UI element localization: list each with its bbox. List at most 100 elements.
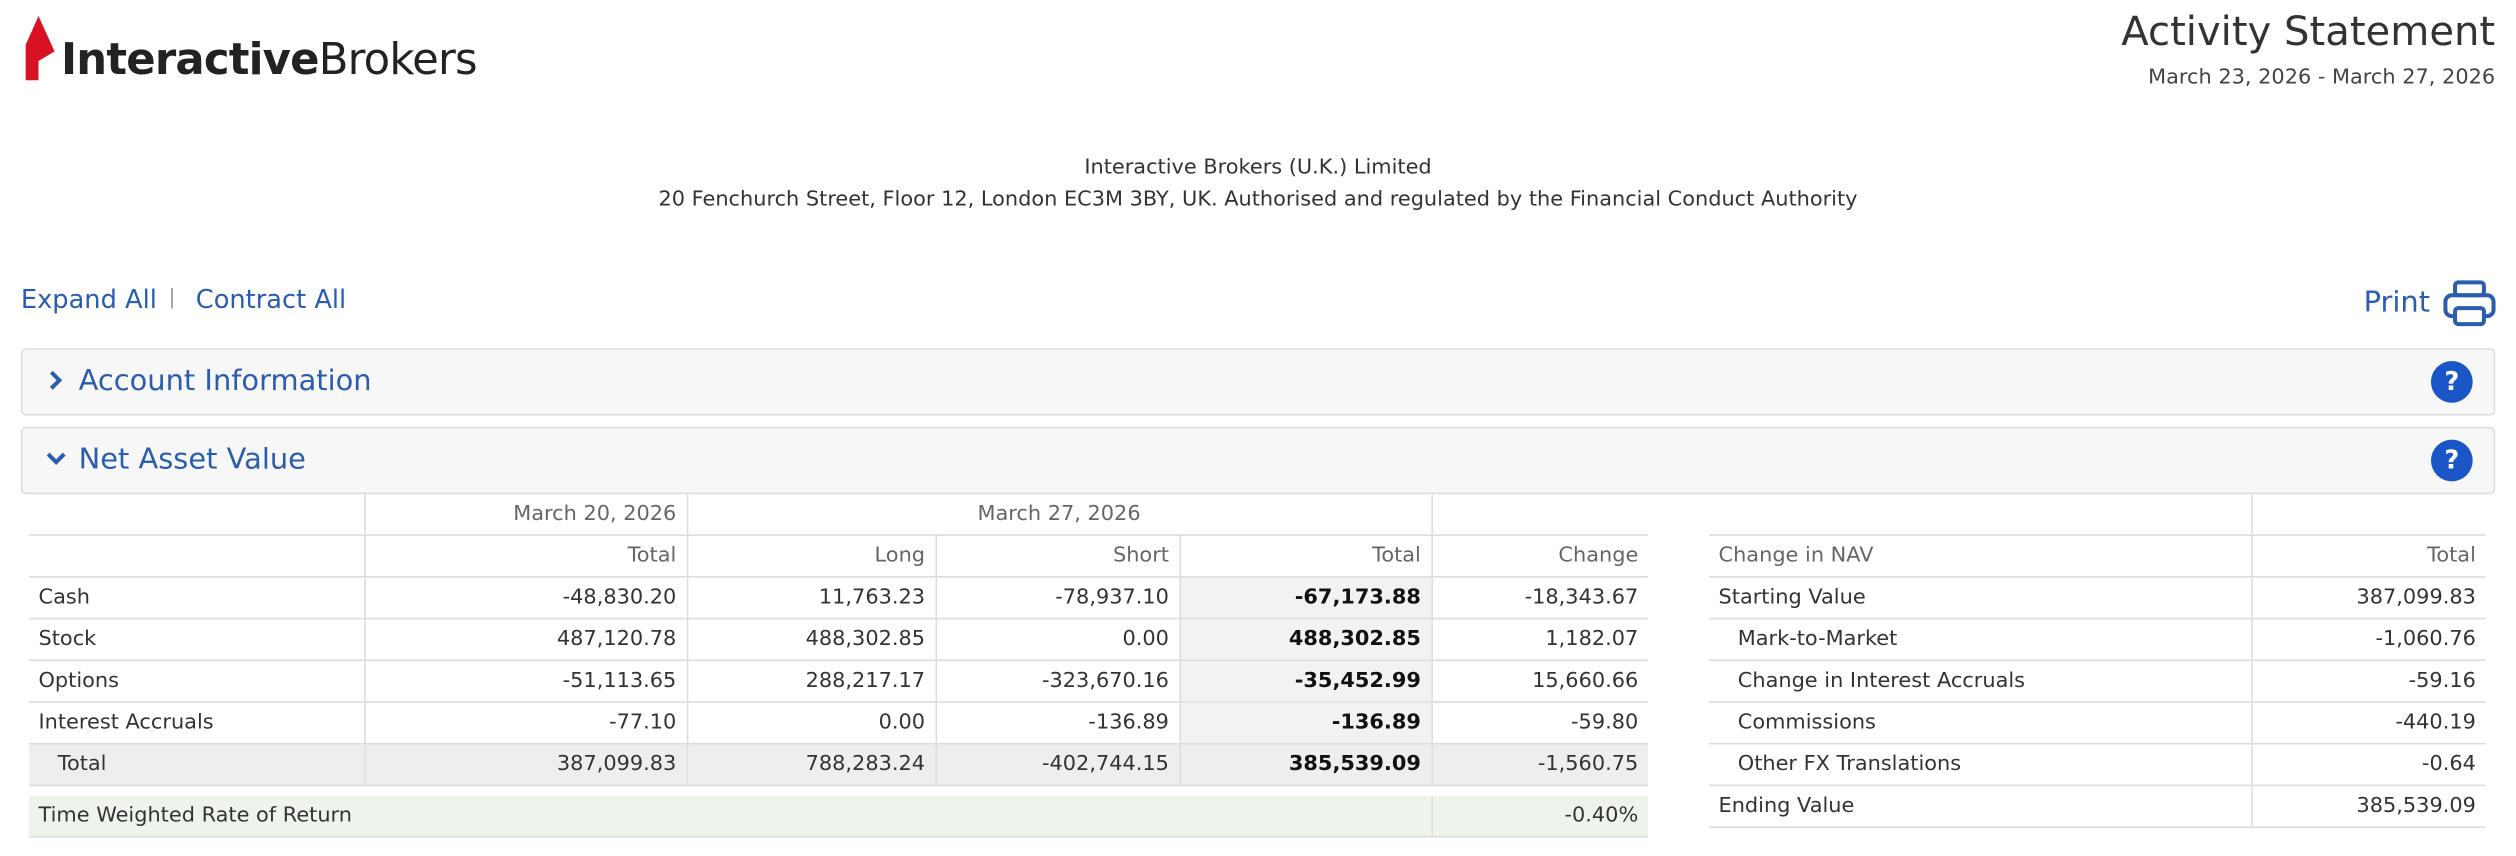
company-address: 20 Fenchurch Street, Floor 12, London EC… [658,187,1858,212]
cell: -402,744.15 [934,743,1180,787]
cell: -1,060.76 [2250,618,2486,662]
change-row: Other FX Translations -0.64 [1708,743,2486,787]
change-row: Ending Value 385,539.09 [1708,785,2486,828]
company-name: Interactive Brokers (U.K.) Limited [1084,155,1432,180]
cell: -59.16 [2250,660,2486,703]
separator: | [168,285,176,310]
cell: 0.00 [685,702,936,745]
cell [29,785,1648,795]
column-header: Total [2250,535,2486,578]
section-title: Net Asset Value [78,442,306,477]
total-row: Total 387,099.83 788,283.24 -402,744.15 385,… [28,743,1648,787]
cell [1708,494,2252,536]
cell: -136.89 [934,702,1180,745]
group-header: March 20, 2026 [363,494,687,536]
nav-row: Cash -48,830.20 11,763.23 -78,937.10 -67,173… [28,576,1648,620]
cell: 385,539.09 [2250,785,2486,828]
cell: 488,302.85 [685,618,936,662]
header-row [1708,494,2486,536]
column-header-row: Total Long Short Total Change [28,535,1648,578]
cell: 15,660.66 [1430,660,1648,703]
cell: 788,283.24 [685,743,936,787]
chevron[interactable] [45,369,67,391]
cell [1430,494,1648,536]
group-header: March 27, 2026 [685,494,1432,536]
row-label: Stock [28,618,365,662]
change-row: Commissions -440.19 [1708,702,2486,745]
chevron[interactable] [45,448,67,470]
column-header: Long [685,535,936,578]
column-header: Total [363,535,687,578]
cell: -48,830.20 [363,576,687,620]
column-header: Change in NAV [1708,535,2252,578]
change-row: Change in Interest Accruals -59.16 [1708,660,2486,703]
nav-row: Options -51,113.65 288,217.17 -323,670.16 -3… [28,660,1648,703]
cell: 487,120.78 [363,618,687,662]
cell [28,535,365,578]
twr-value: -0.40% [1430,795,1648,838]
row-label: Interest Accruals [28,702,365,745]
section-bar[interactable]: Net Asset Value? [20,426,2496,495]
cell [28,494,365,536]
cell [2250,494,2486,536]
column-header-row: Change in NAV Total [1708,535,2486,578]
twr-row: Time Weighted Rate of Return -0.40% [28,795,1648,838]
cell: -78,937.10 [934,576,1180,620]
row-label: Mark-to-Market [1708,618,2252,662]
print[interactable]: Print [2363,285,2431,320]
help-icon: ? [2430,439,2473,482]
logo-light: Brokers [318,35,478,86]
row-label: Cash [28,576,365,620]
column-header: Short [934,535,1180,578]
cell: -323,670.16 [934,660,1180,703]
cell: -59.80 [1430,702,1648,745]
cell: 0.00 [934,618,1180,662]
cell: 1,182.07 [1430,618,1648,662]
period: March 23, 2026 - March 27, 2026 [2148,65,2496,90]
expand-all[interactable]: Expand All [20,284,157,315]
section-bar[interactable]: Account Information? [20,348,2496,416]
nav-row: Stock 487,120.78 488,302.85 0.00 488,302.85 1… [28,618,1648,662]
row-label: Options [28,660,365,703]
logo-icon [25,16,55,81]
cell: 385,539.09 [1178,743,1432,787]
cell: -0.64 [2250,743,2486,787]
cell: 488,302.85 [1178,618,1432,662]
row-label: Ending Value [1708,785,2252,828]
nav-row: Interest Accruals -77.10 0.00 -136.89 -136.8… [28,702,1648,745]
cell: -77.10 [363,702,687,745]
change-table: Change in NAV Total Starting Value 387,099.… [1708,494,2486,828]
row-label: Total [28,743,365,787]
cell: -18,343.67 [1430,576,1648,620]
change-row: Starting Value 387,099.83 [1708,576,2486,620]
title: Activity Statement [2121,8,2496,55]
column-header: Change [1430,535,1648,578]
cell: -136.89 [1178,702,1432,745]
group-header-row: March 20, 2026 March 27, 2026 [28,494,1648,536]
row-label: Change in Interest Accruals [1708,660,2252,703]
row-label: Other FX Translations [1708,743,2252,787]
cell: 387,099.83 [2250,576,2486,620]
contract-all[interactable]: Contract All [195,284,347,315]
cell: 288,217.17 [685,660,936,703]
cell: 11,763.23 [685,576,936,620]
print-icon[interactable] [2442,279,2497,327]
cell: -35,452.99 [1178,660,1432,703]
twr-label: Time Weighted Rate of Return [28,795,1432,838]
cell: -440.19 [2250,702,2486,745]
change-row: Mark-to-Market -1,060.76 [1708,618,2486,662]
row-label: Commissions [1708,702,2252,745]
help-icon: ? [2430,361,2473,403]
spacer-row [29,785,1648,795]
cell: 387,099.83 [363,743,687,787]
logo: InteractiveBrokers [60,35,478,86]
column-header: Total [1178,535,1432,578]
nav-table: March 20, 2026 March 27, 2026 Total Long Sho… [28,494,1648,838]
cell: -51,113.65 [363,660,687,703]
cell: -1,560.75 [1430,743,1648,787]
cell: -67,173.88 [1178,576,1432,620]
logo-bold: Interactive [60,35,320,86]
row-label: Starting Value [1708,576,2252,620]
section-title: Account Information [78,364,372,398]
